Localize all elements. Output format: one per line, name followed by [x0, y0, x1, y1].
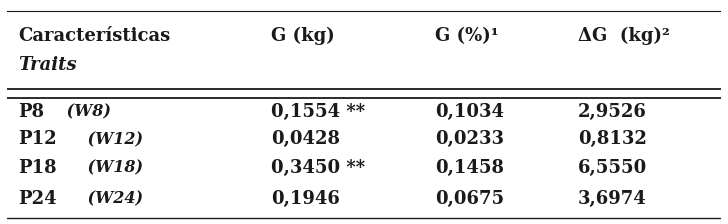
Text: 0,3450 **: 0,3450 ** — [272, 159, 365, 177]
Text: P12: P12 — [18, 130, 57, 149]
Text: 0,1554 **: 0,1554 ** — [272, 103, 365, 121]
Text: P18: P18 — [18, 159, 57, 177]
Text: 6,5550: 6,5550 — [578, 159, 647, 177]
Text: (W18): (W18) — [82, 159, 143, 177]
Text: Traits: Traits — [18, 56, 76, 74]
Text: 0,0675: 0,0675 — [435, 190, 505, 208]
Text: P24: P24 — [18, 190, 57, 208]
Text: Características: Características — [18, 27, 170, 45]
Text: (W12): (W12) — [82, 131, 143, 148]
Text: (W8): (W8) — [61, 103, 111, 121]
Text: 0,0428: 0,0428 — [272, 130, 340, 149]
Text: 2,9526: 2,9526 — [578, 103, 647, 121]
Text: G (%)¹: G (%)¹ — [435, 27, 499, 45]
Text: 0,1946: 0,1946 — [272, 190, 340, 208]
Text: 0,1034: 0,1034 — [435, 103, 505, 121]
Text: ΔG  (kg)²: ΔG (kg)² — [578, 27, 670, 45]
Text: 0,8132: 0,8132 — [578, 130, 647, 149]
Text: (W24): (W24) — [82, 190, 143, 207]
Text: G (kg): G (kg) — [272, 27, 335, 45]
Text: 0,0233: 0,0233 — [435, 130, 505, 149]
Text: P8: P8 — [18, 103, 44, 121]
Text: 0,1458: 0,1458 — [435, 159, 505, 177]
Text: 3,6974: 3,6974 — [578, 190, 646, 208]
